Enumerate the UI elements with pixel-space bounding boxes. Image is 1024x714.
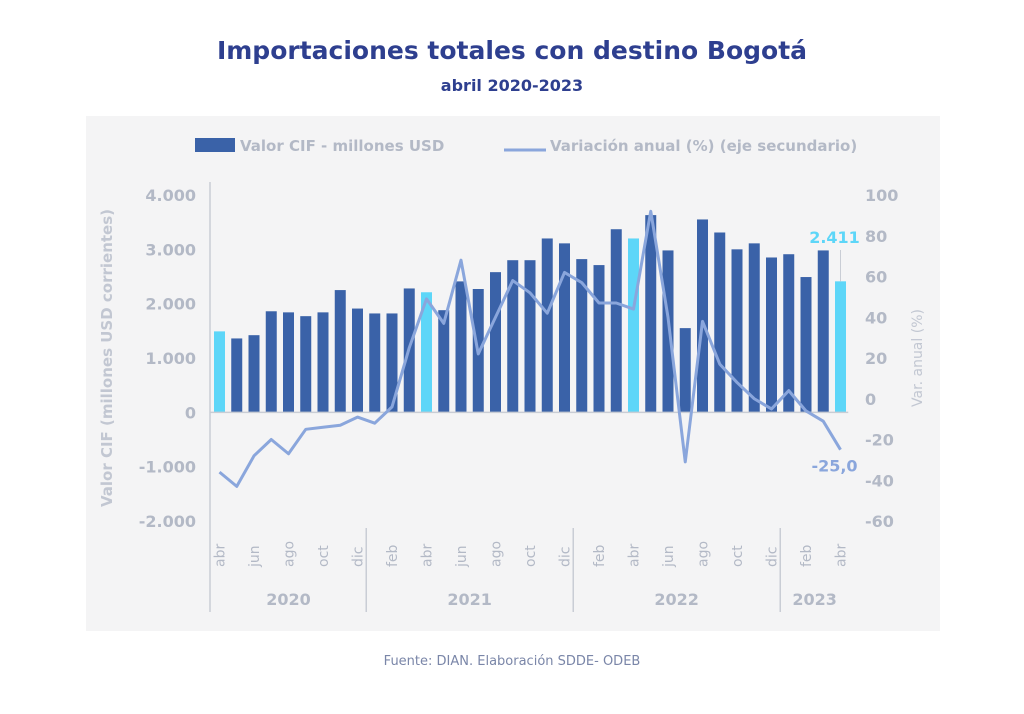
- chart-subtitle: abril 2020-2023: [440, 76, 584, 95]
- bar: [628, 238, 639, 413]
- x-tick-label: abr: [213, 544, 229, 567]
- year-label: 2022: [654, 590, 699, 609]
- y-tick-label: -2.000: [139, 512, 196, 531]
- bar: [334, 290, 346, 413]
- bar: [369, 313, 381, 413]
- bar: [283, 312, 294, 413]
- x-tick-label: feb: [385, 544, 401, 567]
- y2-tick-label: 0: [865, 390, 876, 409]
- y-tick-label: 3.000: [145, 240, 196, 259]
- bar: [248, 335, 260, 413]
- bar: [524, 260, 536, 413]
- x-tick-label: oct: [523, 545, 539, 567]
- bar: [300, 316, 312, 413]
- bar: [714, 232, 726, 413]
- x-tick-label: feb: [592, 544, 608, 567]
- y2-tick-label: 20: [865, 349, 887, 368]
- y-tick-label: 2.000: [145, 295, 196, 314]
- bar: [214, 331, 225, 413]
- bar: [766, 257, 777, 413]
- year-labels: 2020 2021 2022 2023: [266, 528, 837, 612]
- x-tick-label: dic: [351, 547, 367, 567]
- y-tick-label: 0: [185, 403, 196, 422]
- source-note: Fuente: DIAN. Elaboración SDDE- ODEB: [383, 654, 641, 669]
- x-axis-labels: abr jun ago oct dic feb abr jun ago oct dic feb abr j…: [213, 541, 850, 568]
- x-tick-label: ago: [696, 541, 712, 567]
- year-label: 2023: [792, 590, 837, 609]
- y2-tick-label: 60: [865, 268, 887, 287]
- x-tick-label: oct: [316, 545, 332, 567]
- bar: [610, 229, 622, 413]
- x-tick-label: jun: [247, 545, 263, 568]
- legend: Valor CIF - millones USD Variación anual…: [195, 137, 857, 155]
- bar: [231, 338, 243, 413]
- last-line-label: -25,0: [811, 457, 857, 476]
- bar-series: [214, 215, 846, 413]
- x-tick-label: jun: [661, 545, 677, 568]
- year-label: 2020: [266, 590, 311, 609]
- bar: [817, 250, 829, 413]
- y2-tick-label: -40: [865, 471, 894, 490]
- y2-tick-label: 100: [865, 186, 898, 205]
- bar: [576, 259, 588, 413]
- bar: [541, 238, 553, 413]
- bar: [317, 312, 329, 413]
- x-tick-label: ago: [282, 541, 298, 567]
- bar: [507, 260, 519, 413]
- year-label: 2021: [447, 590, 492, 609]
- y2-tick-label: -60: [865, 512, 894, 531]
- chart-title: Importaciones totales con destino Bogotá: [216, 36, 808, 65]
- bar: [835, 281, 846, 413]
- y2-axis-ticks: 100 80 60 40 20 0 -20 -40 -60: [865, 186, 898, 531]
- x-tick-label: ago: [489, 541, 505, 567]
- bar: [783, 254, 795, 413]
- y-tick-label: 1.000: [145, 349, 196, 368]
- bar: [386, 313, 398, 413]
- line-series: [218, 209, 842, 488]
- annotations: 2.411 -25,0: [809, 228, 860, 476]
- bar: [679, 328, 691, 413]
- bar: [352, 308, 363, 413]
- y-axis-title: Valor CIF (millones USD corrientes): [98, 209, 116, 507]
- x-tick-label: oct: [730, 545, 746, 567]
- x-tick-label: jun: [454, 545, 470, 568]
- bar: [662, 250, 674, 413]
- x-tick-label: abr: [834, 544, 850, 567]
- last-bar-label: 2.411: [809, 228, 860, 247]
- bar: [697, 219, 708, 413]
- bar: [559, 243, 570, 413]
- y2-tick-label: -20: [865, 431, 894, 450]
- x-tick-label: feb: [799, 544, 815, 567]
- bar: [593, 265, 605, 413]
- legend-bar-label: Valor CIF - millones USD: [240, 137, 444, 155]
- x-tick-label: dic: [558, 547, 574, 567]
- bar: [490, 272, 501, 413]
- y-tick-label: 4.000: [145, 186, 196, 205]
- bar: [265, 311, 277, 413]
- bar: [438, 310, 450, 413]
- bar: [455, 281, 467, 413]
- x-tick-label: abr: [420, 544, 436, 567]
- legend-line-label: Variación anual (%) (eje secundario): [550, 137, 857, 155]
- bar: [731, 249, 743, 413]
- x-tick-label: dic: [765, 547, 781, 567]
- legend-bar-swatch: [195, 138, 235, 152]
- y2-tick-label: 80: [865, 227, 887, 246]
- bar: [748, 243, 760, 413]
- y2-tick-label: 40: [865, 308, 887, 327]
- axes: [209, 182, 849, 612]
- x-tick-label: abr: [627, 544, 643, 567]
- y-axis-ticks: 4.000 3.000 2.000 1.000 0 -1.000 -2.000: [139, 186, 196, 531]
- bar: [645, 215, 657, 413]
- y-tick-label: -1.000: [139, 458, 196, 477]
- bar: [421, 292, 432, 413]
- bar: [800, 277, 812, 413]
- y2-axis-title: Var. anual (%): [910, 309, 926, 407]
